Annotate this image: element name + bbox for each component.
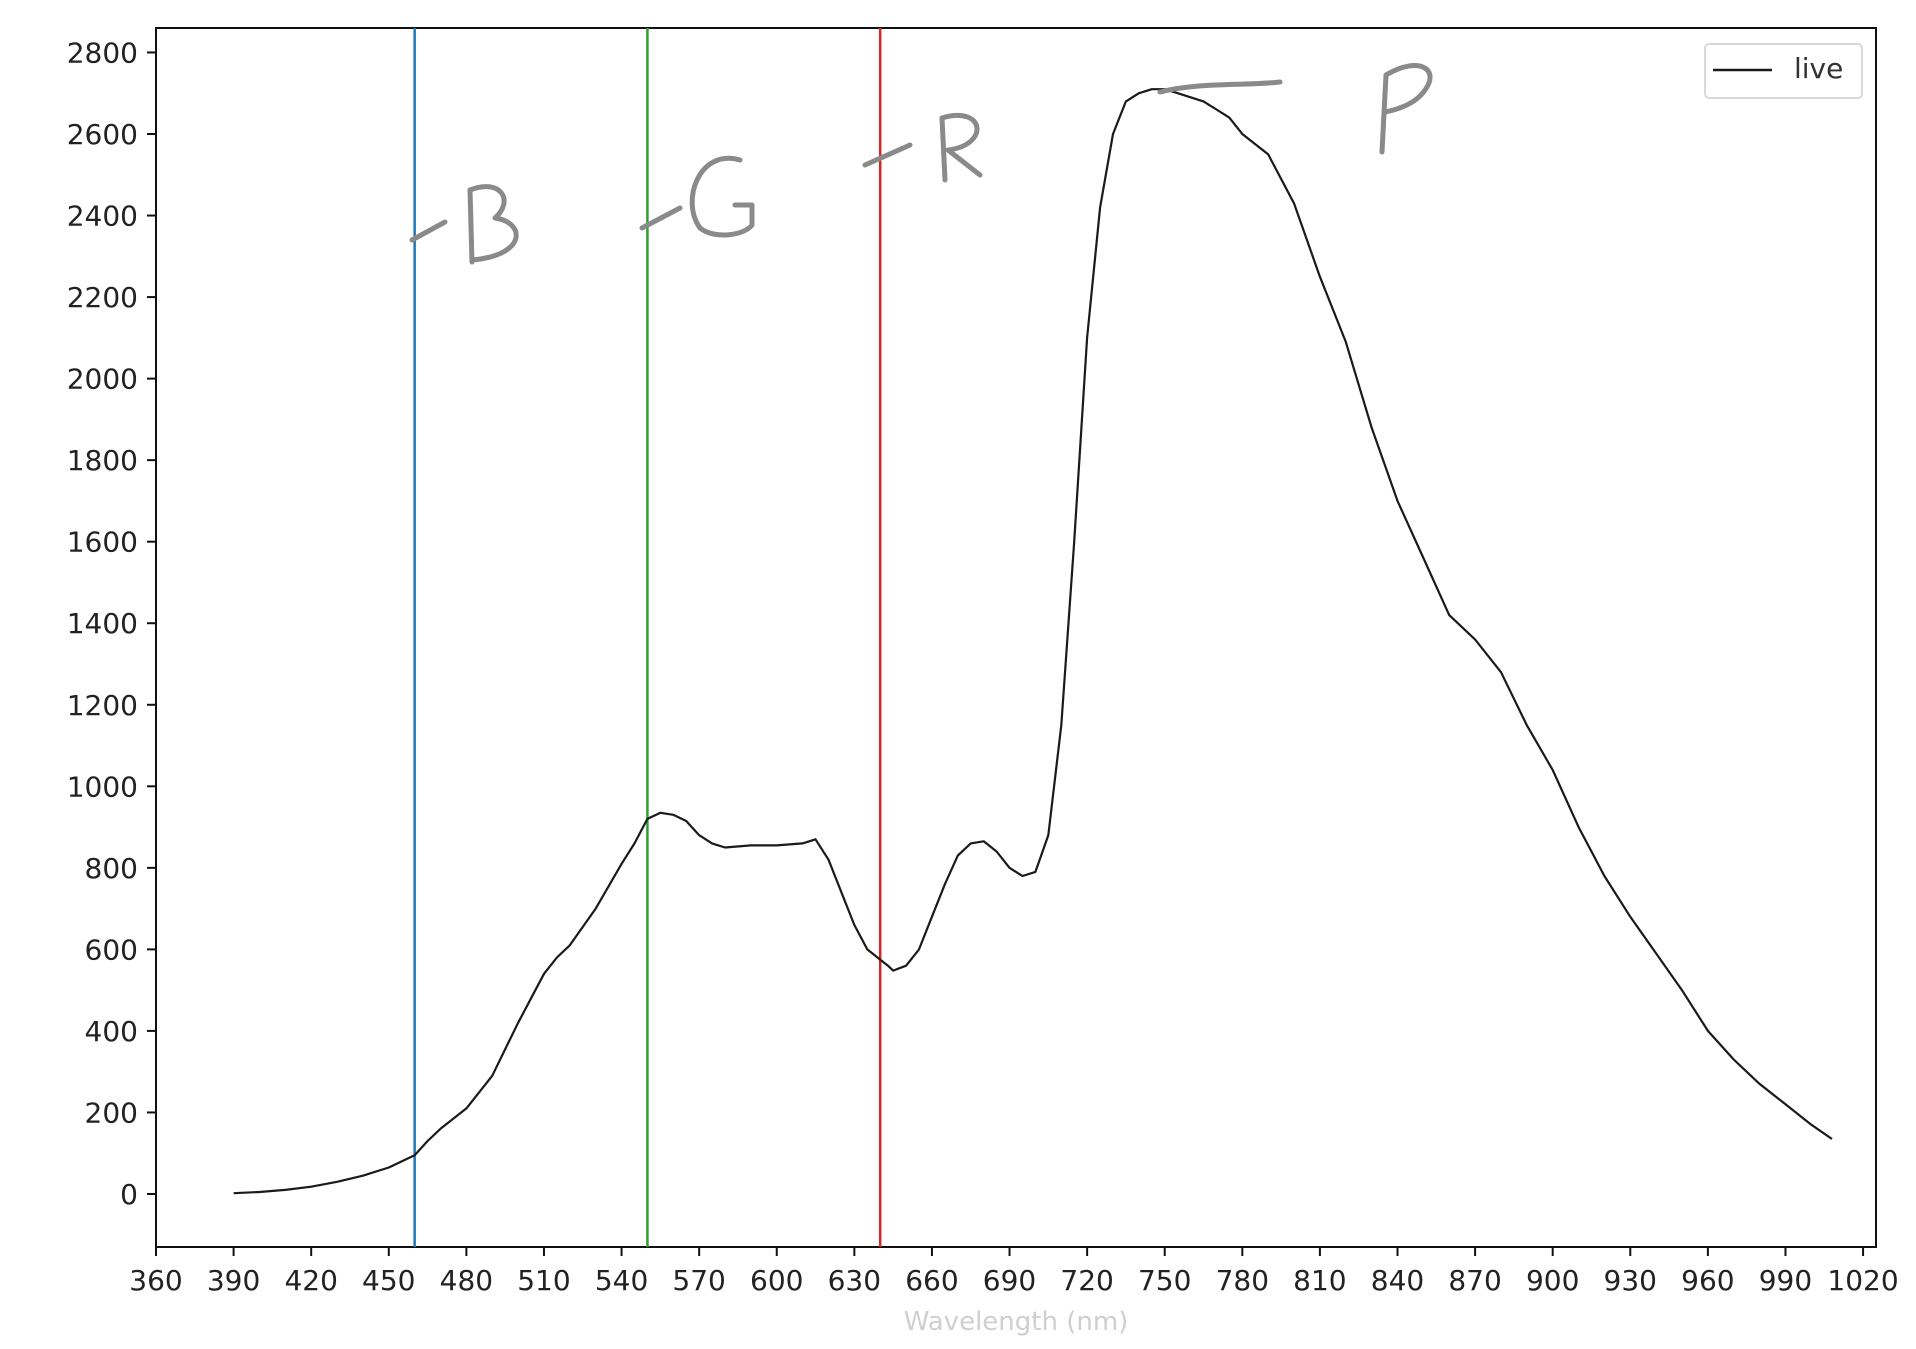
plot-frame	[155, 27, 1877, 1248]
x-tick-label: 1020	[1827, 1264, 1898, 1297]
x-tick-label: 360	[129, 1264, 182, 1297]
legend: live	[1704, 43, 1863, 99]
x-axis: 360 390 420 450 480 510 540 570 600 630 660 690 720 7…	[129, 1247, 1899, 1297]
y-tick-label: 600	[85, 933, 138, 966]
x-tick-label: 690	[983, 1264, 1036, 1297]
x-tick-label: 630	[828, 1264, 881, 1297]
x-tick-label: 420	[284, 1264, 337, 1297]
annotation-r	[862, 113, 983, 183]
x-tick-label: 600	[750, 1264, 803, 1297]
y-tick-label: 2400	[67, 200, 138, 233]
y-tick-label: 400	[85, 1015, 138, 1048]
x-tick-label: 810	[1293, 1264, 1346, 1297]
x-tick-label: 750	[1138, 1264, 1191, 1297]
y-tick-label: 0	[120, 1178, 138, 1211]
x-tick-label: 720	[1060, 1264, 1113, 1297]
x-tick-label: 870	[1448, 1264, 1501, 1297]
handwritten-annotations	[409, 63, 1433, 265]
x-tick-label: 540	[595, 1264, 648, 1297]
x-tick-label: 960	[1681, 1264, 1734, 1297]
y-tick-label: 2600	[67, 118, 138, 151]
x-tick-label: 930	[1604, 1264, 1657, 1297]
y-tick-label: 1000	[67, 770, 138, 803]
x-tick-label: 450	[362, 1264, 415, 1297]
x-tick-label: 990	[1759, 1264, 1812, 1297]
x-tick-label: 510	[517, 1264, 570, 1297]
x-tick-label: 840	[1371, 1264, 1424, 1297]
y-tick-label: 2200	[67, 281, 138, 314]
x-tick-label: 480	[440, 1264, 493, 1297]
legend-box	[1704, 43, 1863, 99]
x-tick-label: 900	[1526, 1264, 1579, 1297]
reference-lines	[413, 28, 882, 1247]
annotation-g	[639, 155, 755, 238]
x-tick-label: 660	[905, 1264, 958, 1297]
x-tick-label: 390	[207, 1264, 260, 1297]
x-axis-title: Wavelength (nm)	[904, 1307, 1129, 1337]
series-line-live	[233, 88, 1833, 1195]
legend-label-live: live	[1794, 52, 1843, 85]
y-tick-label: 1600	[67, 526, 138, 559]
series-layer	[233, 88, 1833, 1195]
x-tick-label: 570	[672, 1264, 725, 1297]
y-tick-label: 1800	[67, 444, 138, 477]
y-tick-label: 2800	[67, 36, 138, 69]
x-tick-label: 780	[1216, 1264, 1269, 1297]
annotation-p	[1157, 63, 1433, 155]
y-tick-label: 200	[85, 1096, 138, 1129]
y-tick-label: 800	[85, 852, 138, 885]
y-tick-label: 1200	[67, 689, 138, 722]
y-tick-label: 2000	[67, 363, 138, 396]
y-axis: 0 200 400 600 800 1000 1200 1400 1600 1800 2000 220…	[67, 36, 156, 1211]
annotation-b	[409, 184, 519, 265]
y-tick-label: 1400	[67, 607, 138, 640]
